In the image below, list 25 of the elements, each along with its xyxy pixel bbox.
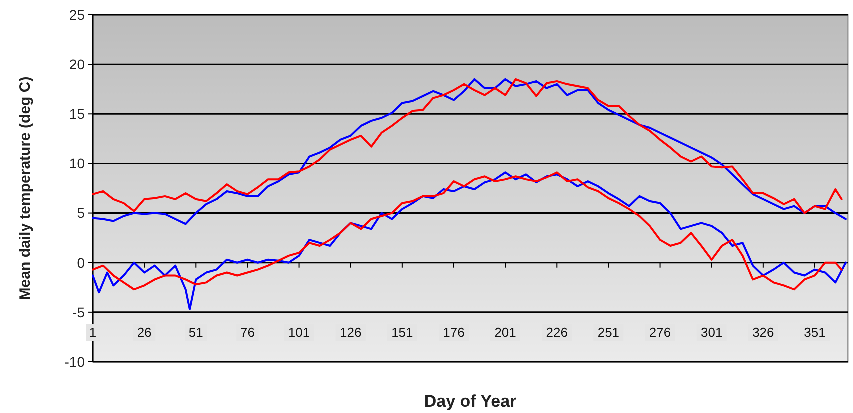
x-tick-label: 326 <box>752 325 774 340</box>
x-tick-label: 301 <box>701 325 723 340</box>
y-tick-label: 10 <box>69 156 86 172</box>
x-axis-title: Day of Year <box>424 392 518 411</box>
y-tick-label: 0 <box>77 254 86 271</box>
y-tick-label: -5 <box>72 304 86 320</box>
x-tick-label: 76 <box>240 325 255 340</box>
x-tick-label: 226 <box>546 325 568 340</box>
x-tick-label: 251 <box>598 325 620 340</box>
x-tick-label: 201 <box>494 325 516 340</box>
x-tick-label: 276 <box>649 325 672 340</box>
y-tick-label: 15 <box>69 106 86 122</box>
x-tick-label: 101 <box>288 325 310 340</box>
y-tick-label: 5 <box>77 205 86 222</box>
x-tick-label: 1 <box>89 325 97 340</box>
x-tick-label: 126 <box>340 325 362 340</box>
x-tick-label: 51 <box>188 325 204 340</box>
y-tick-label: -10 <box>64 354 86 370</box>
y-tick-label: 25 <box>69 6 86 23</box>
x-tick-label: 176 <box>443 325 465 340</box>
x-tick-label: 351 <box>804 325 826 340</box>
x-tick-label: 151 <box>392 325 414 340</box>
x-tick-label: 26 <box>137 325 152 340</box>
y-axis-title: Mean daily temperature (deg C) <box>17 76 34 300</box>
y-tick-label: 20 <box>69 56 86 72</box>
